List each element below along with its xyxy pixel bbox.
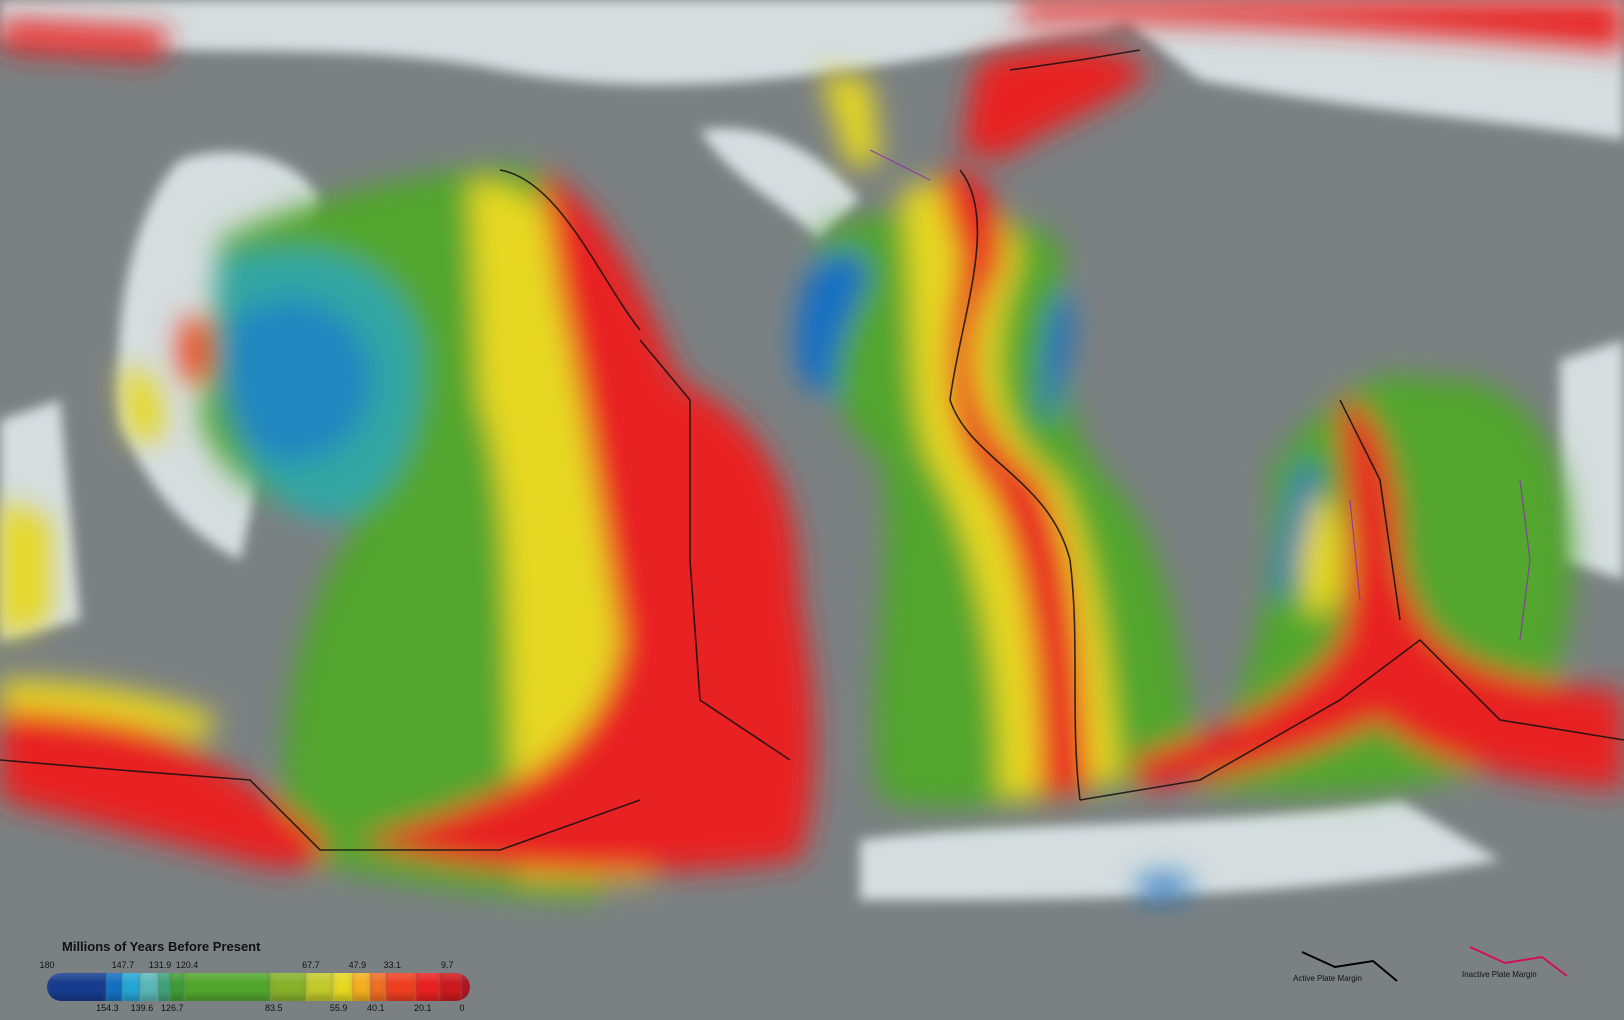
color-bar-segment bbox=[47, 973, 107, 1001]
tick-label: 33.1 bbox=[383, 960, 401, 970]
ocean-age-regions bbox=[0, 0, 1624, 900]
tick-label: 139.6 bbox=[130, 1003, 154, 1013]
legend-title: Millions of Years Before Present bbox=[62, 939, 261, 954]
inactive-margins bbox=[869, 149, 1531, 641]
tick-label: 40.1 bbox=[366, 1003, 385, 1013]
tick-label: 147.7 bbox=[111, 960, 135, 970]
tick-label: 55.9 bbox=[329, 1003, 348, 1013]
tick-label: 154.3 bbox=[96, 1003, 119, 1013]
active-margin-sample-line bbox=[1301, 951, 1398, 982]
color-bar-segment bbox=[385, 973, 416, 1001]
color-bar-segment bbox=[462, 973, 470, 1001]
tick-label: 20.1 bbox=[413, 1003, 432, 1013]
southern-band bbox=[0, 690, 325, 868]
color-bar-segment bbox=[157, 973, 170, 1001]
tick-label: 131.9 bbox=[148, 960, 172, 970]
color-bar-segment bbox=[415, 973, 440, 1001]
tick-label: 67.7 bbox=[302, 960, 320, 970]
color-bar-segment bbox=[106, 973, 122, 1001]
color-bar-segment bbox=[269, 973, 307, 1001]
plate-boundaries bbox=[0, 49, 1624, 851]
color-bar-segment bbox=[306, 973, 334, 1001]
color-bar-segment bbox=[351, 973, 370, 1001]
color-bar-segment bbox=[140, 973, 158, 1001]
color-bar-segment bbox=[439, 973, 463, 1001]
color-bar-segment bbox=[369, 973, 386, 1001]
active-margin-label: Active Plate Margin bbox=[1293, 974, 1362, 983]
tick-label: 9.7 bbox=[440, 960, 454, 970]
mid-atlantic-ridge bbox=[940, 168, 1090, 801]
atlantic-old-crust-west bbox=[796, 252, 868, 400]
tick-label: 0 bbox=[459, 1003, 465, 1013]
color-bar-segment bbox=[121, 973, 141, 1001]
color-bar-segment bbox=[184, 973, 270, 1001]
color-bar-segment bbox=[169, 973, 185, 1001]
tick-label: 180 bbox=[39, 960, 55, 970]
color-bar-segment bbox=[333, 973, 352, 1001]
age-color-bar bbox=[47, 973, 470, 1001]
atlantic-old-crust-east bbox=[1040, 290, 1071, 420]
inactive-margin-sample-line bbox=[1469, 946, 1568, 977]
pacific-blue-margin bbox=[218, 248, 422, 520]
pacific-ridge bbox=[360, 170, 815, 874]
tick-label: 126.7 bbox=[160, 1003, 184, 1013]
tick-label: 47.9 bbox=[348, 960, 367, 970]
tick-label: 83.5 bbox=[265, 1003, 283, 1013]
inactive-margin-label: Inactive Plate Margin bbox=[1462, 970, 1537, 979]
tick-label: 120.4 bbox=[175, 960, 199, 970]
indian-ocean-ridge bbox=[1130, 400, 1624, 790]
